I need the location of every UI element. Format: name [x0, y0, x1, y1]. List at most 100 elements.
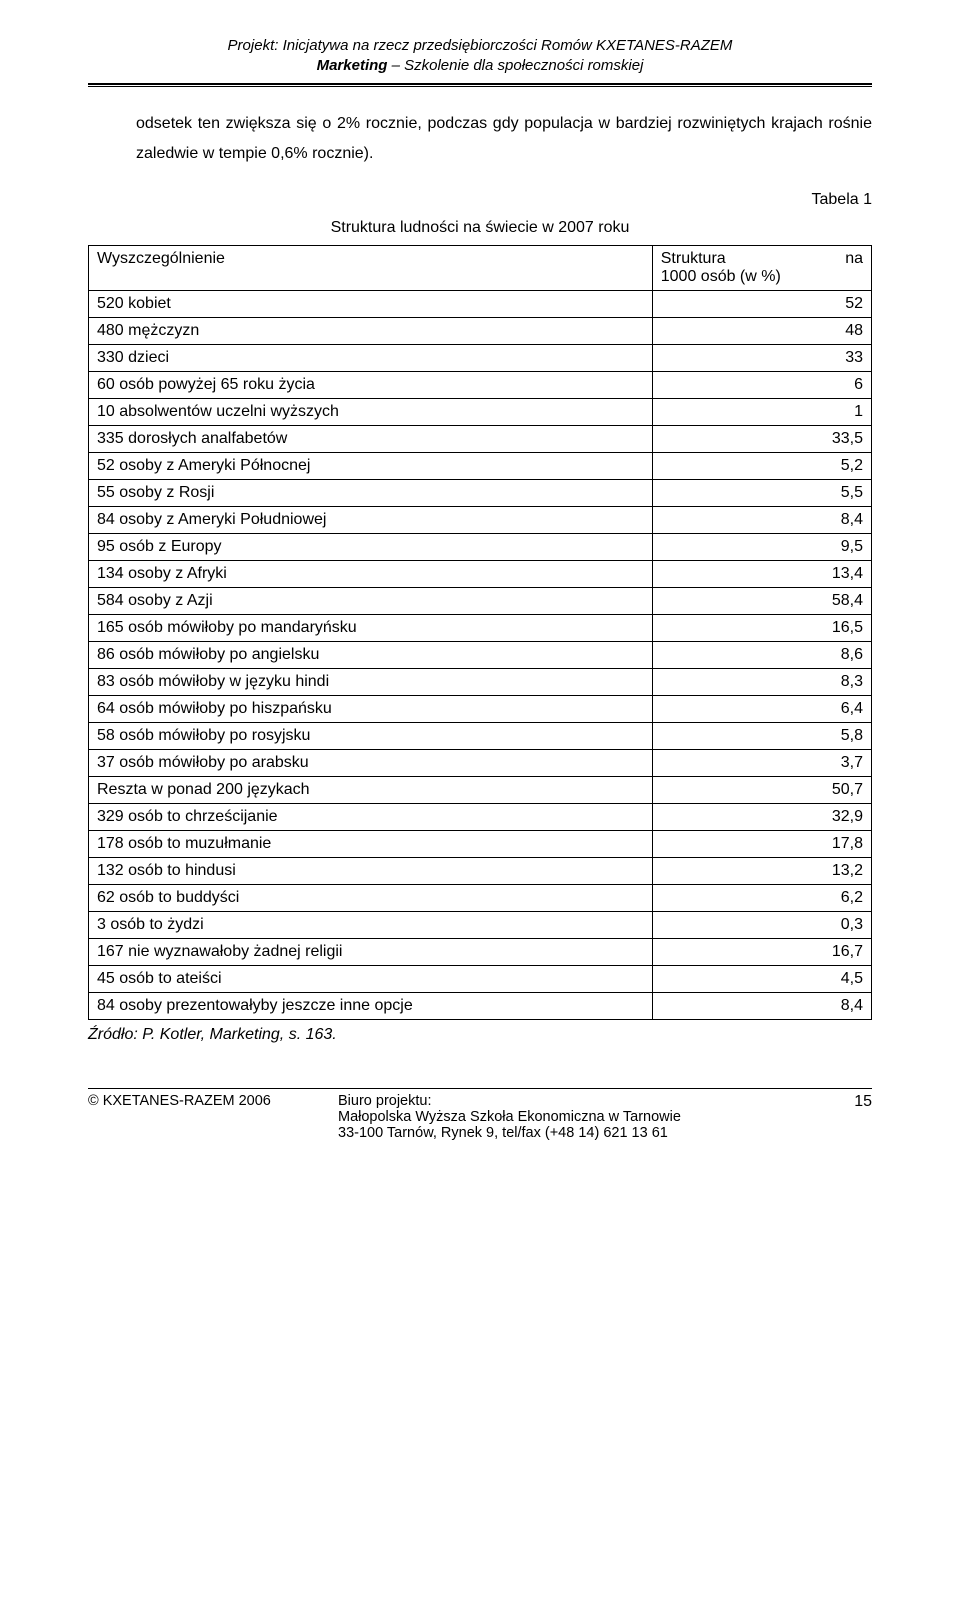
- table-row: 132 osób to hindusi13,2: [89, 858, 872, 885]
- table-cell-label: 84 osoby prezentowałyby jeszcze inne opc…: [89, 993, 653, 1020]
- footer-mid-line2: Małopolska Wyższa Szkoła Ekonomiczna w T…: [338, 1109, 812, 1125]
- table-cell-value: 58,4: [652, 588, 871, 615]
- header-line-2: Marketing – Szkolenie dla społeczności r…: [88, 56, 872, 76]
- table-cell-value: 8,4: [652, 507, 871, 534]
- table-cell-value: 1: [652, 399, 871, 426]
- table-cell-label: 60 osób powyżej 65 roku życia: [89, 372, 653, 399]
- table-row: 84 osoby prezentowałyby jeszcze inne opc…: [89, 993, 872, 1020]
- table-cell-value: 16,7: [652, 939, 871, 966]
- table-cell-label: 55 osoby z Rosji: [89, 480, 653, 507]
- table-cell-label: 134 osoby z Afryki: [89, 561, 653, 588]
- table-cell-value: 8,6: [652, 642, 871, 669]
- table-cell-value: 0,3: [652, 912, 871, 939]
- table-row: 165 osób mówiłoby po mandaryńsku16,5: [89, 615, 872, 642]
- col2-word2: na: [845, 250, 863, 268]
- table-cell-label: 37 osób mówiłoby po arabsku: [89, 750, 653, 777]
- table-cell-label: 584 osoby z Azji: [89, 588, 653, 615]
- table-cell-value: 4,5: [652, 966, 871, 993]
- data-table: Wyszczególnienie Struktura na 1000 osób …: [88, 245, 872, 1020]
- table-cell-label: 95 osób z Europy: [89, 534, 653, 561]
- table-cell-label: Reszta w ponad 200 językach: [89, 777, 653, 804]
- table-cell-label: 58 osób mówiłoby po rosyjsku: [89, 723, 653, 750]
- table-row: 584 osoby z Azji58,4: [89, 588, 872, 615]
- table-cell-value: 50,7: [652, 777, 871, 804]
- table-cell-value: 8,4: [652, 993, 871, 1020]
- table-row: 329 osób to chrześcijanie32,9: [89, 804, 872, 831]
- table-cell-label: 480 mężczyzn: [89, 318, 653, 345]
- header-rule-bottom: [88, 86, 872, 87]
- table-source: Źródło: P. Kotler, Marketing, s. 163.: [88, 1026, 872, 1044]
- table-cell-label: 10 absolwentów uczelni wyższych: [89, 399, 653, 426]
- table-row: 335 dorosłych analfabetów33,5: [89, 426, 872, 453]
- table-cell-label: 84 osoby z Ameryki Południowej: [89, 507, 653, 534]
- table-row: Reszta w ponad 200 językach50,7: [89, 777, 872, 804]
- table-cell-label: 520 kobiet: [89, 291, 653, 318]
- header-prefix: Projekt:: [228, 37, 283, 54]
- col2-word1: Struktura: [661, 250, 726, 268]
- table-row: 86 osób mówiłoby po angielsku8,6: [89, 642, 872, 669]
- table-cell-label: 83 osób mówiłoby w języku hindi: [89, 669, 653, 696]
- col2-line3: 1000 osób (w %): [661, 268, 863, 286]
- table-cell-value: 5,5: [652, 480, 871, 507]
- table-row: 167 nie wyznawałoby żadnej religii16,7: [89, 939, 872, 966]
- table-cell-value: 6,4: [652, 696, 871, 723]
- table-cell-label: 64 osób mówiłoby po hiszpańsku: [89, 696, 653, 723]
- table-row: 52 osoby z Ameryki Północnej5,2: [89, 453, 872, 480]
- table-cell-label: 86 osób mówiłoby po angielsku: [89, 642, 653, 669]
- table-row: 55 osoby z Rosji5,5: [89, 480, 872, 507]
- table-cell-label: 132 osób to hindusi: [89, 858, 653, 885]
- footer-copyright: © KXETANES-RAZEM 2006: [88, 1093, 338, 1141]
- table-cell-label: 178 osób to muzułmanie: [89, 831, 653, 858]
- header-title: Inicjatywa na rzecz przedsiębiorczości R…: [283, 37, 733, 54]
- table-row: 10 absolwentów uczelni wyższych1: [89, 399, 872, 426]
- table-cell-value: 13,2: [652, 858, 871, 885]
- table-cell-value: 52: [652, 291, 871, 318]
- table-row: 520 kobiet52: [89, 291, 872, 318]
- footer-page-number: 15: [812, 1093, 872, 1141]
- table-row: 64 osób mówiłoby po hiszpańsku6,4: [89, 696, 872, 723]
- table-row: 83 osób mówiłoby w języku hindi8,3: [89, 669, 872, 696]
- table-cell-label: 330 dzieci: [89, 345, 653, 372]
- table-row: 330 dzieci33: [89, 345, 872, 372]
- table-row: 95 osób z Europy9,5: [89, 534, 872, 561]
- table-row: 37 osób mówiłoby po arabsku3,7: [89, 750, 872, 777]
- page: Projekt: Inicjatywa na rzecz przedsiębio…: [0, 0, 960, 1611]
- table-row: 60 osób powyżej 65 roku życia6: [89, 372, 872, 399]
- table-cell-value: 5,8: [652, 723, 871, 750]
- header-rule-top: [88, 83, 872, 85]
- table-title: Struktura ludności na świecie w 2007 rok…: [88, 219, 872, 237]
- table-cell-value: 33,5: [652, 426, 871, 453]
- table-cell-value: 6,2: [652, 885, 871, 912]
- table-cell-label: 45 osób to ateiści: [89, 966, 653, 993]
- table-cell-value: 33: [652, 345, 871, 372]
- table-row: 84 osoby z Ameryki Południowej8,4: [89, 507, 872, 534]
- table-cell-value: 6: [652, 372, 871, 399]
- table-cell-label: 3 osób to żydzi: [89, 912, 653, 939]
- table-cell-label: 335 dorosłych analfabetów: [89, 426, 653, 453]
- table-cell-value: 8,3: [652, 669, 871, 696]
- table-row: 3 osób to żydzi0,3: [89, 912, 872, 939]
- table-cell-value: 13,4: [652, 561, 871, 588]
- page-footer: © KXETANES-RAZEM 2006 Biuro projektu: Ma…: [88, 1093, 872, 1141]
- table-header-row: Wyszczególnienie Struktura na 1000 osób …: [89, 246, 872, 291]
- table-row: 62 osób to buddyści6,2: [89, 885, 872, 912]
- page-header: Projekt: Inicjatywa na rzecz przedsiębio…: [88, 36, 872, 77]
- table-cell-label: 52 osoby z Ameryki Północnej: [89, 453, 653, 480]
- footer-mid-line3: 33-100 Tarnów, Rynek 9, tel/fax (+48 14)…: [338, 1125, 812, 1141]
- table-cell-value: 32,9: [652, 804, 871, 831]
- header-line-1: Projekt: Inicjatywa na rzecz przedsiębio…: [88, 36, 872, 56]
- table-cell-label: 62 osób to buddyści: [89, 885, 653, 912]
- table-cell-value: 48: [652, 318, 871, 345]
- footer-mid-label: Biuro projektu:: [338, 1093, 812, 1109]
- table-row: 480 mężczyzn48: [89, 318, 872, 345]
- table-number-label: Tabela 1: [88, 191, 872, 209]
- table-cell-value: 9,5: [652, 534, 871, 561]
- table-cell-value: 17,8: [652, 831, 871, 858]
- table-cell-label: 329 osób to chrześcijanie: [89, 804, 653, 831]
- header-subject: Marketing: [317, 57, 388, 74]
- table-row: 134 osoby z Afryki13,4: [89, 561, 872, 588]
- table-cell-label: 167 nie wyznawałoby żadnej religii: [89, 939, 653, 966]
- body-paragraph: odsetek ten zwiększa się o 2% rocznie, p…: [136, 109, 872, 170]
- footer-rule: [88, 1088, 872, 1089]
- footer-address: Biuro projektu: Małopolska Wyższa Szkoła…: [338, 1093, 812, 1141]
